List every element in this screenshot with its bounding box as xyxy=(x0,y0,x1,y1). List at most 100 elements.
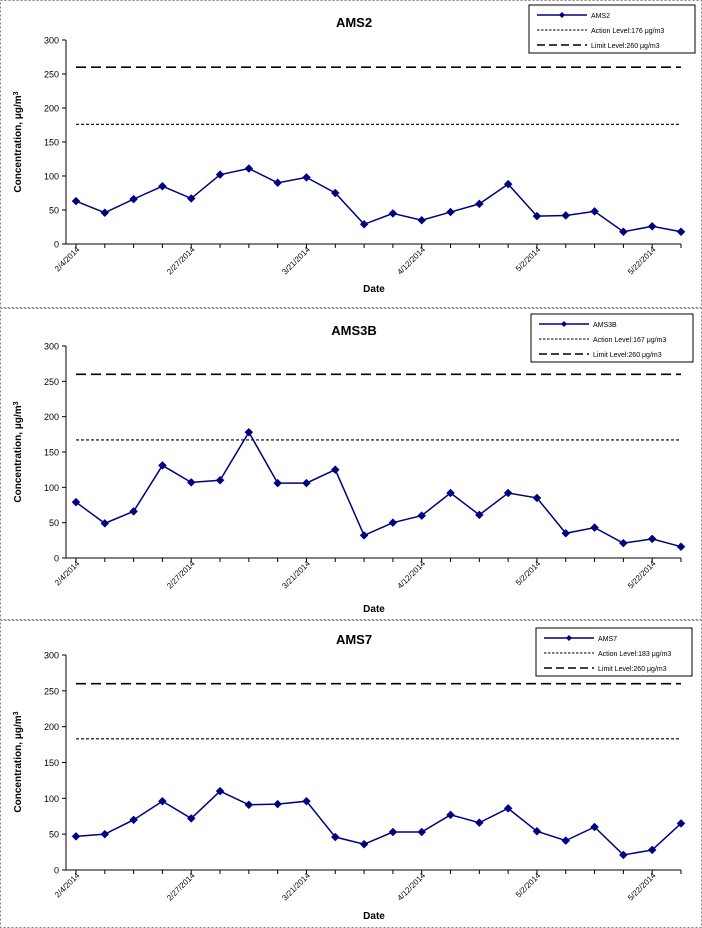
legend-series-marker xyxy=(566,635,572,641)
legend-label: AMS3B xyxy=(593,322,617,329)
data-point xyxy=(215,475,225,485)
x-axis-label: Date xyxy=(363,284,385,295)
chart-panel-ams2: AMS2 0 50 100 150 200 250 300 2/4/2014 2/27/2014 3… xyxy=(0,0,702,308)
data-point xyxy=(446,207,455,217)
y-axis-label-superscript: 3 xyxy=(13,401,20,405)
data-point xyxy=(244,800,254,810)
chart-title: AMS2 xyxy=(336,15,372,30)
data-point xyxy=(417,511,427,520)
data-point xyxy=(71,831,81,841)
y-axis-label-superscript: 3 xyxy=(13,91,20,95)
data-point xyxy=(446,810,455,820)
data-point xyxy=(503,804,513,813)
data-point xyxy=(474,510,484,520)
chart-title: AMS3B xyxy=(331,323,377,338)
y-tick-label: 300 xyxy=(44,651,59,661)
chart-panel-ams3b: AMS3B 0 50 100 150 200 250 300 2/4/2014 2/27/2014… xyxy=(0,308,702,620)
data-point xyxy=(129,507,138,516)
data-point xyxy=(330,832,340,842)
y-axis-label: Concentration, μg/m3 xyxy=(13,711,25,812)
data-point xyxy=(359,531,369,540)
y-tick-label: 200 xyxy=(44,722,59,732)
data-point xyxy=(503,179,513,189)
data-point xyxy=(100,208,110,218)
data-point xyxy=(619,227,628,237)
data-point xyxy=(186,194,196,203)
legend-series-marker xyxy=(561,321,567,327)
data-point xyxy=(388,518,398,528)
data-point xyxy=(158,796,167,806)
y-tick-label: 250 xyxy=(44,686,59,696)
data-point xyxy=(561,528,571,538)
series-line-ams3b xyxy=(75,430,682,548)
data-point xyxy=(158,461,167,470)
y-tick-label: 100 xyxy=(44,172,59,182)
data-point xyxy=(100,519,110,528)
y-axis-label-text: Concentration, μg/m xyxy=(13,715,24,812)
data-point xyxy=(446,488,455,498)
legend-label: Action Level:176 μg/m3 xyxy=(591,28,664,35)
data-point xyxy=(186,814,196,823)
data-point xyxy=(129,194,138,204)
data-point xyxy=(676,542,686,552)
data-point xyxy=(71,497,81,507)
data-point xyxy=(561,211,571,220)
data-point xyxy=(619,538,628,548)
data-point xyxy=(244,427,254,437)
legend: AMS7 Action Level:183 μg/m3 Limit Level:26… xyxy=(535,627,693,677)
y-tick-label: 50 xyxy=(49,830,59,840)
y-tick-label: 100 xyxy=(44,483,59,493)
data-point xyxy=(129,815,138,825)
y-tick-label: 50 xyxy=(49,206,59,216)
data-point xyxy=(532,826,542,836)
data-point xyxy=(647,221,657,231)
data-point xyxy=(100,829,110,839)
legend-label: Limit Level:260 μg/m3 xyxy=(593,352,662,359)
y-tick-label: 0 xyxy=(54,866,59,876)
y-tick-label: 300 xyxy=(44,36,59,46)
legend-label: AMS7 xyxy=(598,636,617,643)
y-tick-label: 150 xyxy=(44,758,59,768)
legend-series-marker xyxy=(559,12,565,18)
data-point xyxy=(302,478,311,488)
data-point xyxy=(561,836,571,845)
data-point xyxy=(417,827,427,837)
data-point xyxy=(676,227,686,237)
y-tick-label: 50 xyxy=(49,518,59,528)
data-point xyxy=(71,196,81,206)
chart-panel-ams7: AMS7 0 50 100 150 200 250 300 2/4/2014 2/27/2014 3… xyxy=(0,620,702,928)
data-point xyxy=(330,188,340,198)
y-axis-label: Concentration, μg/m3 xyxy=(13,401,25,502)
data-point xyxy=(273,478,283,488)
data-point xyxy=(359,839,369,849)
legend-label: Limit Level:260 μg/m3 xyxy=(591,43,660,50)
data-point xyxy=(158,181,167,191)
data-point xyxy=(273,799,283,809)
x-axis-label: Date xyxy=(363,911,385,922)
series-line-ams7 xyxy=(75,790,682,856)
legend-label: AMS2 xyxy=(591,13,610,20)
data-point xyxy=(388,209,398,218)
legend-label: Action Level:183 μg/m3 xyxy=(598,651,671,658)
data-point xyxy=(532,211,542,221)
data-point xyxy=(215,170,225,179)
y-axis-label-text: Concentration, μg/m xyxy=(13,95,24,192)
data-point xyxy=(647,845,657,855)
data-point xyxy=(215,786,225,796)
data-point xyxy=(590,822,599,832)
data-point xyxy=(302,173,311,182)
y-tick-label: 250 xyxy=(44,377,59,387)
y-tick-label: 300 xyxy=(44,342,59,352)
data-point xyxy=(676,819,686,828)
x-axis-label: Date xyxy=(363,604,385,615)
y-tick-label: 150 xyxy=(44,448,59,458)
y-axis-label-superscript: 3 xyxy=(13,711,20,715)
y-tick-label: 200 xyxy=(44,104,59,114)
legend-label: Action Level:167 μg/m3 xyxy=(593,337,666,344)
y-tick-label: 0 xyxy=(54,240,59,250)
data-point xyxy=(619,850,628,860)
